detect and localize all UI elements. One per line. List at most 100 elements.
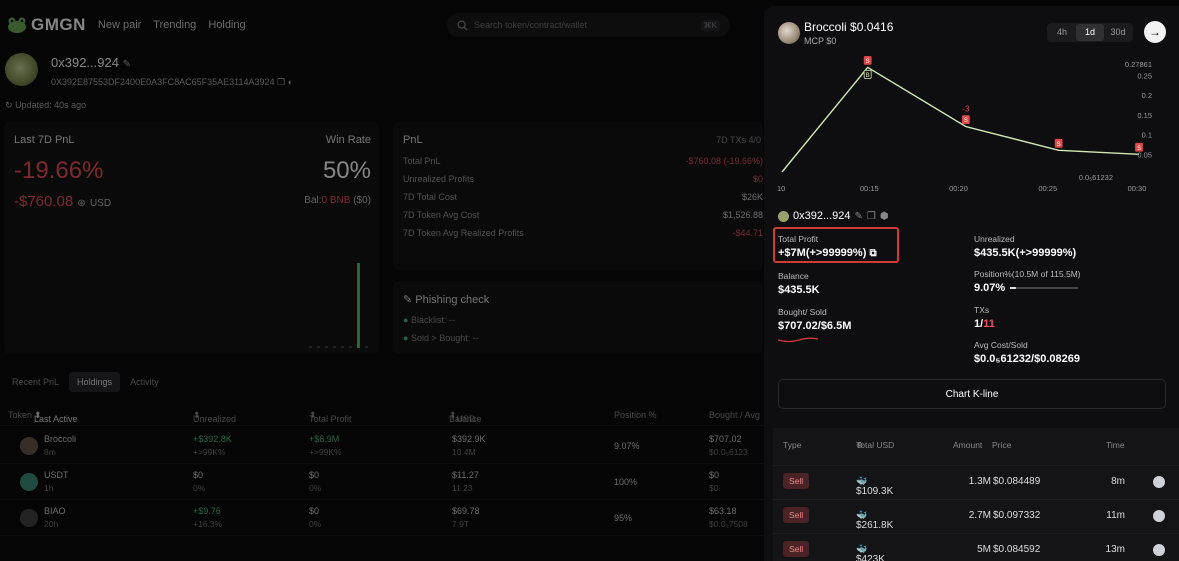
edit-icon[interactable]: ✎	[854, 210, 863, 222]
bal-bnb-value: 0 BNB	[321, 195, 351, 206]
x-tick-label: 10	[777, 184, 785, 193]
col-total-profit[interactable]: Total Profit ⬍	[309, 410, 352, 424]
tx-row[interactable]: Sell $261.8K 🐳 2.7M $0.097332 11m	[773, 499, 1179, 532]
tx-col-price: Price	[992, 440, 1012, 450]
copy-icon[interactable]: ❐	[277, 77, 286, 87]
brand-logo[interactable]: GMGN	[6, 15, 86, 35]
chart-kline-button[interactable]: Chart K-line	[778, 379, 1166, 409]
frog-logo-icon	[8, 17, 26, 33]
refresh-icon[interactable]: ↻	[5, 100, 13, 110]
tab-recent-pnl[interactable]: Recent PnL	[12, 377, 60, 387]
sell-marker[interactable]: S	[863, 55, 872, 65]
brand-name: GMGN	[31, 15, 86, 34]
nav-holding[interactable]: Holding	[208, 19, 246, 31]
cell-bought: $0	[709, 470, 720, 480]
total-profit-label: Total Profit	[778, 234, 819, 244]
nav-new-pair[interactable]: New pair	[97, 19, 142, 31]
table-row[interactable]: BIAO 20h +$9.76 +16.3% $0 0% $69.78 7.9T 95% $63.…	[0, 500, 765, 536]
pnl-row-label: 7D Token Avg Realized Profits	[403, 228, 524, 238]
sell-marker[interactable]: S	[1135, 142, 1143, 152]
pnl-row-value: $0	[752, 174, 763, 184]
table-row[interactable]: Broccoli 8m +$392.8K +>99K% +$6.9M +>99K% $392…	[0, 428, 765, 464]
timeframe-30d[interactable]: 30d	[1110, 27, 1126, 37]
cell-balance-sub: 10.4M	[452, 447, 476, 457]
col-last-active[interactable]: Last Active ⬍	[34, 410, 78, 424]
pnl-detail-row: Unrealized Profits $0	[403, 174, 763, 184]
cell-position: 95%	[614, 513, 633, 523]
timeframe-1d[interactable]: 1d	[1076, 24, 1104, 41]
col-total-profit-label: Total Profit	[309, 414, 352, 424]
pnl-bar	[325, 346, 328, 348]
col-balance[interactable]: Balance ⬍ USD	[449, 410, 482, 424]
col-usd-label: USD	[456, 414, 476, 424]
updated-text: Updated: 40s ago	[15, 100, 87, 110]
explorer-link-icon[interactable]	[1153, 476, 1165, 488]
tx-row[interactable]: Sell $423K 🐳 5M $0.084592 13m	[773, 533, 1179, 561]
stat-balance: Balance $435.5K	[778, 271, 820, 296]
tx-price: $0.084489	[993, 476, 1041, 487]
price-line	[781, 66, 1140, 173]
nav-trending[interactable]: Trending	[153, 19, 197, 31]
tab-holdings[interactable]: Holdings	[69, 372, 121, 392]
cell-unrealized-pct: +>99K%	[193, 447, 226, 457]
search-input[interactable]	[474, 20, 701, 30]
sell-marker[interactable]: S	[1054, 138, 1063, 148]
buy-marker[interactable]: B	[863, 69, 872, 79]
open-token-button[interactable]: →	[1144, 21, 1166, 43]
explorer-link-icon[interactable]	[1153, 510, 1165, 522]
whale-icon: 🐳	[856, 544, 868, 554]
txs-7d: 7D TXs 4/0	[716, 135, 761, 145]
pnl-detail-row: 7D Token Avg Cost $1,526.88	[403, 210, 763, 220]
total-profit-highlight	[773, 227, 899, 263]
y-tick-label: 0.1	[1142, 131, 1152, 140]
cell-bought-sub: $0.0₂7508	[709, 519, 748, 529]
cell-unrealized-pct: +16.3%	[193, 519, 223, 529]
cell-balance: $392.9K	[452, 434, 486, 444]
cell-balance: $11.27	[452, 470, 479, 480]
cell-unrealized: +$392.8K	[193, 434, 232, 444]
tx-col-time: Time	[1106, 440, 1125, 450]
marker-box	[863, 55, 872, 65]
tab-activity[interactable]: Activity	[130, 377, 159, 387]
shield-icon[interactable]: ⬢	[879, 210, 889, 222]
edit-icon[interactable]: ✎	[122, 59, 131, 70]
pnl-bar	[357, 263, 360, 348]
sell-marker[interactable]: S	[961, 115, 970, 125]
txs-sells: 11	[983, 318, 995, 330]
tx-row[interactable]: Sell $109.3K 🐳 1.3M $0.084489 8m	[773, 465, 1179, 498]
col-unrealized[interactable]: Unrealized ⬍	[193, 410, 237, 424]
search-bar[interactable]: ⌘K	[447, 13, 730, 37]
pnl-usd: -$760.08 ⊛ USD	[14, 193, 111, 210]
wallet-address-text: 0X392E87553DF2400E0A3FC8AC65F35AE3114A39…	[51, 77, 275, 87]
winrate-title: Win Rate	[325, 134, 371, 146]
marker-note: -3	[962, 105, 970, 114]
external-link-icon[interactable]: ⧉	[869, 248, 877, 259]
explorer-icon[interactable]: ◐	[287, 77, 294, 87]
wallet-name-text: 0x392...924	[51, 55, 119, 70]
price-chart: S B S -3 S S 0.27861 0.25 0.2 0.15 0.1 0.05 0.0₅6123…	[777, 55, 1152, 193]
explorer-link-icon[interactable]	[1153, 544, 1165, 556]
cell-unrealized: $0	[193, 470, 204, 480]
timeframe-4h[interactable]: 4h	[1056, 27, 1067, 37]
table-row[interactable]: USDT 1h $0 0% $0 0% $11.27 11.23 100% $0 $0	[0, 464, 765, 500]
copy-icon[interactable]: ❐	[866, 210, 876, 222]
pnl-percent: -19.66%	[14, 157, 104, 184]
col-balance-label: Balance	[449, 414, 482, 424]
arrow-right-icon: →	[1149, 25, 1161, 39]
search-shortcut: ⌘K	[700, 19, 720, 31]
token-detail-drawer: Broccoli $0.0416 MCP $0 4h 1d 30d → S B S -…	[764, 6, 1179, 561]
pnl-row-value: $1,526.88	[722, 210, 763, 220]
cell-token: USDT	[44, 470, 69, 480]
pnl-title: Last 7D PnL	[14, 134, 75, 146]
pnl-bar	[333, 346, 336, 348]
timeframe-selector: 4h 1d 30d	[1047, 23, 1133, 42]
token-avatar	[778, 22, 800, 44]
tx-amount: 5M	[977, 544, 991, 555]
position-bar-fill	[1010, 287, 1017, 290]
cell-balance-sub: 7.9T	[452, 519, 470, 529]
cell-position: 100%	[614, 477, 638, 487]
tx-total: $261.8K 🐳	[856, 510, 893, 531]
pnl-row-label: 7D Token Avg Cost	[403, 210, 480, 220]
pnl-detail-title: PnL	[403, 134, 423, 146]
usd-switch-icon[interactable]: ⊛	[77, 198, 86, 209]
